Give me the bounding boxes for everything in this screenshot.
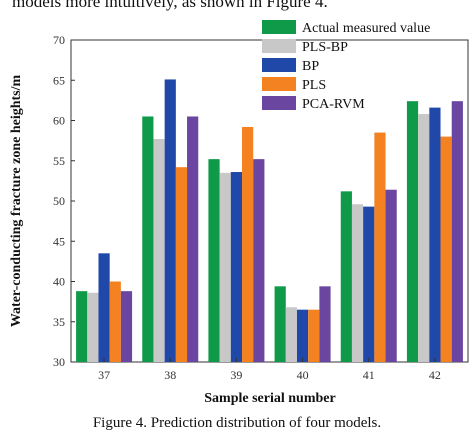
bar-pca-rvm [187,116,199,362]
bar-pls-bp [87,292,99,362]
bar-actual-measured-value [76,291,88,362]
figure-caption: Figure 4. Prediction distribution of fou… [92,415,382,431]
legend-swatch [262,96,296,110]
y-tick-label: 70 [53,33,65,47]
bar-bp [363,206,375,362]
legend-label: PLS-BP [302,40,348,55]
y-tick-label: 40 [53,275,65,289]
bar-pls-bp [153,139,165,362]
y-tick-label: 50 [53,194,65,208]
bar-pls-bp [285,307,297,362]
bar-actual-measured-value [208,159,220,362]
bar-pls [374,132,386,362]
legend-label: BP [302,59,319,74]
x-tick-label: 38 [164,368,176,382]
y-tick-label: 55 [53,154,65,168]
legend-swatch [262,39,296,53]
y-tick-label: 30 [53,355,65,369]
bar-pca-rvm [385,189,397,362]
y-tick-label: 65 [53,73,65,87]
top-body-text: models more intuitively, as shown in Fig… [12,0,328,11]
legend-label: PLS [302,78,326,93]
bar-bp [230,172,243,362]
x-tick-label: 40 [297,368,309,382]
bar-actual-measured-value [340,191,352,362]
bar-pls [440,136,452,362]
y-axis-title: Water-conducting fracture zone heights/m [9,74,24,327]
y-tick-label: 35 [53,315,65,329]
bar-pls-bp [418,114,430,362]
x-tick-label: 42 [429,368,441,382]
bar-pls [308,309,320,362]
x-tick-label: 41 [363,368,375,382]
bar-pca-rvm [451,101,463,363]
y-tick-label: 45 [53,234,65,248]
bar-pca-rvm [120,291,133,362]
bar-actual-measured-value [142,116,154,362]
bar-actual-measured-value [274,286,286,362]
bar-pls [175,167,188,362]
bar-actual-measured-value [406,101,419,363]
legend-swatch [262,77,296,91]
legend-swatch [262,20,296,34]
legend-swatch [262,58,296,72]
bar-pls-bp [219,172,231,362]
bar-pls [109,281,121,362]
bars-group [76,79,463,363]
legend-label: Actual measured value [302,21,430,36]
x-tick-label: 37 [98,368,110,382]
bar-bp [296,309,309,362]
x-axis-title: Sample serial number [204,391,335,406]
bar-bp [429,107,441,363]
bar-pls [242,126,254,362]
bar-bp [98,253,110,362]
bar-pca-rvm [253,159,265,362]
legend-label: PCA-RVM [302,97,365,112]
y-tick-label: 60 [53,114,65,128]
y-axis: 30 35 40 45 50 55 60 65 70 [53,33,75,369]
bar-pca-rvm [319,286,331,362]
bar-pls-bp [351,204,364,362]
x-axis: 37 38 39 40 41 42 [98,358,441,382]
legend: Actual measured value PLS-BP BP PLS PCA-RVM [262,20,430,112]
x-tick-label: 39 [230,368,242,382]
bar-bp [164,79,176,362]
